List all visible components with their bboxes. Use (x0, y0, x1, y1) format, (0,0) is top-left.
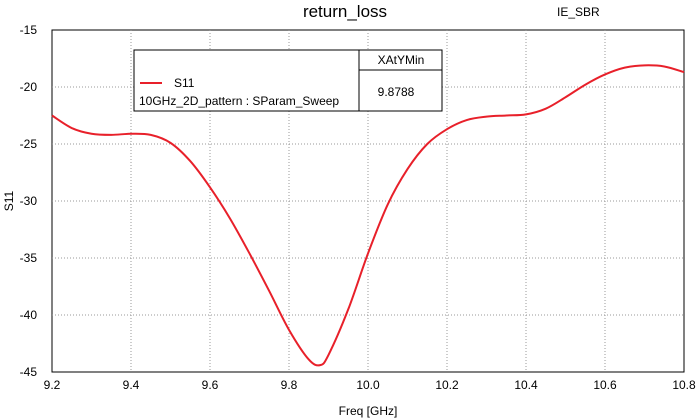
chart-title: return_loss (303, 2, 387, 21)
y-tick-label: -15 (20, 23, 38, 37)
y-tick-label: -35 (20, 251, 38, 265)
x-tick-label: 9.2 (44, 378, 61, 392)
tick-layer: 9.2 9.4 9.6 9.8 10.0 10.2 10.4 10.6 10.8 -15 -20 -2… (20, 23, 696, 392)
legend-value: 9.8788 (378, 85, 415, 99)
x-tick-label: 10.0 (356, 378, 380, 392)
y-tick-label: -45 (20, 365, 38, 379)
legend-series-name: S11 (174, 76, 195, 90)
x-tick-label: 10.8 (672, 378, 696, 392)
y-tick-label: -20 (20, 80, 38, 94)
y-tick-label: -25 (20, 137, 38, 151)
x-tick-label: 9.6 (202, 378, 219, 392)
x-tick-label: 10.4 (514, 378, 538, 392)
x-tick-label: 9.8 (281, 378, 298, 392)
y-tick-label: -30 (20, 194, 38, 208)
x-tick-label: 9.4 (123, 378, 140, 392)
series-line-s11[interactable] (51, 64, 685, 367)
series-layer (51, 64, 685, 367)
y-axis-label: S11 (2, 190, 16, 211)
legend-source-label: 10GHz_2D_pattern : SParam_Sweep (139, 94, 339, 108)
y-tick-label: -40 (20, 308, 38, 322)
x-tick-label: 10.6 (593, 378, 617, 392)
corner-label: IE_SBR (557, 5, 600, 19)
legend-box[interactable]: XAtYMin S11 10GHz_2D_pattern : SParam_Sw… (133, 49, 443, 112)
legend-header: XAtYMin (378, 53, 425, 67)
x-tick-label: 10.2 (435, 378, 459, 392)
legend-background (133, 49, 443, 112)
x-axis-label: Freq [GHz] (339, 404, 398, 418)
